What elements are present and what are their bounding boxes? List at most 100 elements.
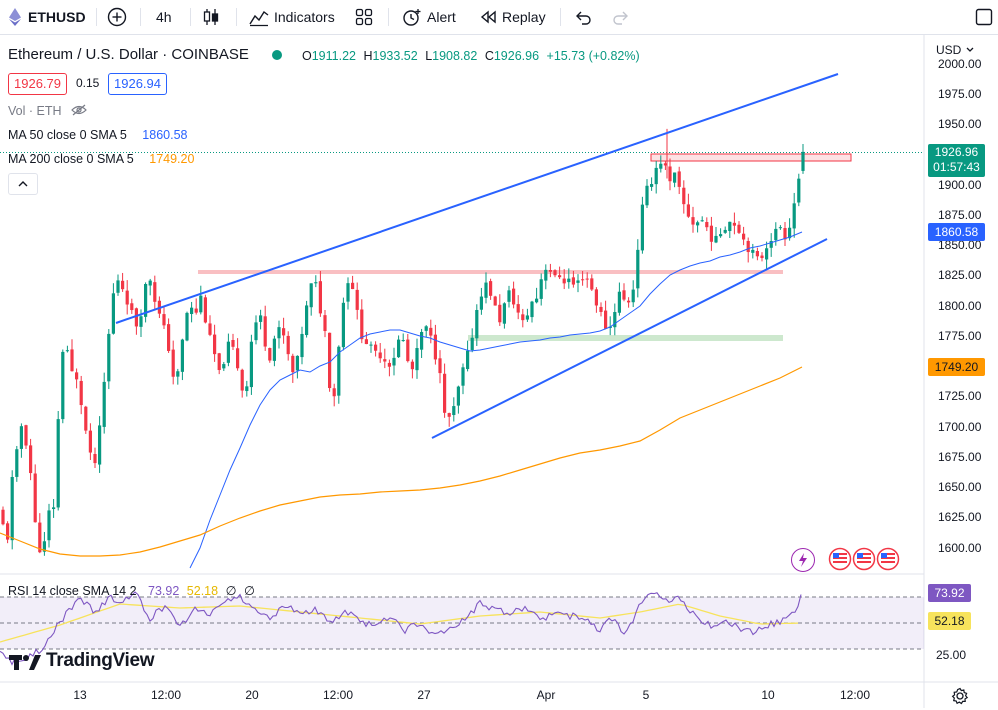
candle-body bbox=[383, 359, 387, 362]
candle-body bbox=[351, 282, 355, 290]
candle-body bbox=[226, 341, 230, 363]
open-value: 1911.22 bbox=[311, 49, 356, 63]
candle-body bbox=[208, 323, 212, 335]
price-axis-tick: 1650.00 bbox=[938, 480, 982, 494]
chart-type-button[interactable] bbox=[201, 0, 221, 34]
candle-body bbox=[590, 278, 594, 290]
candles-icon bbox=[203, 9, 219, 25]
ma50-legend-value: 1860.58 bbox=[142, 128, 188, 142]
ma200-legend[interactable]: MA 200 close 0 SMA 5 1749.20 bbox=[8, 152, 195, 166]
rsi-legend-value: 73.92 bbox=[148, 584, 180, 598]
target-zone-rectangle[interactable] bbox=[650, 153, 852, 162]
candle-body bbox=[700, 220, 704, 222]
candle-body bbox=[61, 351, 65, 420]
change-value: +15.73 (+0.82%) bbox=[546, 49, 640, 63]
alert-label: Alert bbox=[427, 9, 456, 25]
channel-lower-trendline[interactable] bbox=[431, 238, 828, 439]
price-axis-tick: 1950.00 bbox=[938, 117, 982, 131]
candle-body bbox=[190, 307, 194, 315]
candle-body bbox=[107, 333, 111, 382]
candle-body bbox=[148, 280, 152, 286]
candle-body bbox=[139, 316, 143, 327]
replay-label: Replay bbox=[502, 9, 546, 25]
candle-body bbox=[378, 352, 382, 359]
candle-body bbox=[788, 227, 792, 239]
price-axis-tick: 1600.00 bbox=[938, 540, 982, 555]
candle-body bbox=[489, 281, 493, 296]
support-zone[interactable] bbox=[468, 335, 783, 341]
candle-body bbox=[236, 348, 240, 369]
channel-upper-trendline[interactable] bbox=[115, 73, 839, 324]
ma200-line[interactable] bbox=[0, 366, 803, 557]
currency-selector[interactable]: USD bbox=[936, 43, 975, 57]
rewind-icon bbox=[480, 10, 496, 24]
candle-body bbox=[346, 283, 350, 302]
top-toolbar: ETHUSD 4h Indicators bbox=[0, 0, 998, 35]
lightning-icon[interactable] bbox=[791, 548, 815, 572]
us-flag-events-icon[interactable] bbox=[828, 547, 902, 571]
candle-body bbox=[742, 233, 746, 240]
buy-price-button[interactable]: 1926.94 bbox=[108, 73, 167, 95]
symbol-label: ETHUSD bbox=[28, 9, 86, 25]
eye-hidden-icon[interactable] bbox=[71, 104, 87, 116]
sell-price-button[interactable]: 1926.79 bbox=[8, 73, 67, 95]
add-symbol-button[interactable] bbox=[107, 0, 127, 34]
resistance-zone[interactable] bbox=[198, 270, 783, 274]
candle-body bbox=[755, 251, 759, 257]
rsi-legend[interactable]: RSI 14 close SMA 14 2 73.92 52.18 ∅ ∅ bbox=[8, 584, 255, 598]
price-chart[interactable] bbox=[0, 35, 998, 708]
gear-icon bbox=[951, 687, 969, 705]
candle-body bbox=[254, 322, 258, 341]
alarm-clock-icon bbox=[403, 9, 421, 26]
ma200-price-tag: 1749.20 bbox=[928, 358, 985, 376]
volume-legend[interactable]: Vol · ETH bbox=[8, 104, 87, 118]
layouts-button[interactable] bbox=[354, 0, 374, 34]
symbol-search-button[interactable]: ETHUSD bbox=[8, 0, 86, 34]
candle-body bbox=[617, 291, 621, 313]
candle-body bbox=[774, 228, 778, 241]
settings-button[interactable] bbox=[951, 687, 969, 710]
candle-body bbox=[525, 315, 529, 320]
ma50-legend[interactable]: MA 50 close 0 SMA 5 1860.58 bbox=[8, 128, 188, 142]
candle-body bbox=[705, 222, 709, 228]
candle-body bbox=[75, 372, 79, 380]
candle-body bbox=[410, 361, 414, 370]
undo-button[interactable] bbox=[574, 0, 592, 34]
price-axis-tick: 1775.00 bbox=[938, 328, 982, 343]
time-axis-tick: 12:00 bbox=[322, 688, 354, 702]
rsi-line bbox=[0, 591, 802, 666]
candle-body bbox=[213, 334, 217, 355]
fullscreen-button[interactable] bbox=[975, 0, 993, 34]
candle-body bbox=[691, 217, 695, 225]
candle-body bbox=[203, 297, 207, 323]
candle-body bbox=[783, 228, 787, 240]
candle-body bbox=[751, 249, 755, 253]
candle-body bbox=[305, 305, 309, 336]
candle-body bbox=[433, 334, 437, 360]
replay-button[interactable]: Replay bbox=[480, 0, 546, 34]
ma50-line[interactable] bbox=[189, 231, 803, 569]
candle-body bbox=[70, 349, 74, 372]
time-axis-tick: 12:00 bbox=[839, 688, 871, 702]
interval-button[interactable]: 4h bbox=[156, 0, 172, 34]
undo-icon bbox=[576, 11, 591, 25]
candle-body bbox=[493, 296, 497, 306]
candle-body bbox=[797, 178, 801, 203]
redo-button[interactable] bbox=[612, 0, 630, 34]
alert-button[interactable]: Alert bbox=[401, 0, 456, 34]
candle-body bbox=[709, 225, 713, 242]
candle-body bbox=[686, 204, 690, 217]
chart-title[interactable]: Ethereum / U.S. Dollar · COINBASE bbox=[8, 46, 249, 63]
candle-body bbox=[548, 270, 552, 272]
plus-circle-icon bbox=[107, 7, 127, 27]
candle-body bbox=[111, 293, 115, 334]
candle-body bbox=[760, 255, 764, 259]
candle-body bbox=[415, 348, 419, 371]
price-axis-tick: 1700.00 bbox=[938, 419, 982, 434]
candle-body bbox=[571, 277, 575, 285]
indicators-button[interactable]: Indicators bbox=[248, 0, 335, 34]
candle-body bbox=[645, 185, 649, 206]
rsi-tag: 73.92 bbox=[928, 584, 971, 602]
collapse-legend-button[interactable] bbox=[8, 173, 38, 195]
price-axis-tick: 1975.00 bbox=[938, 86, 982, 101]
